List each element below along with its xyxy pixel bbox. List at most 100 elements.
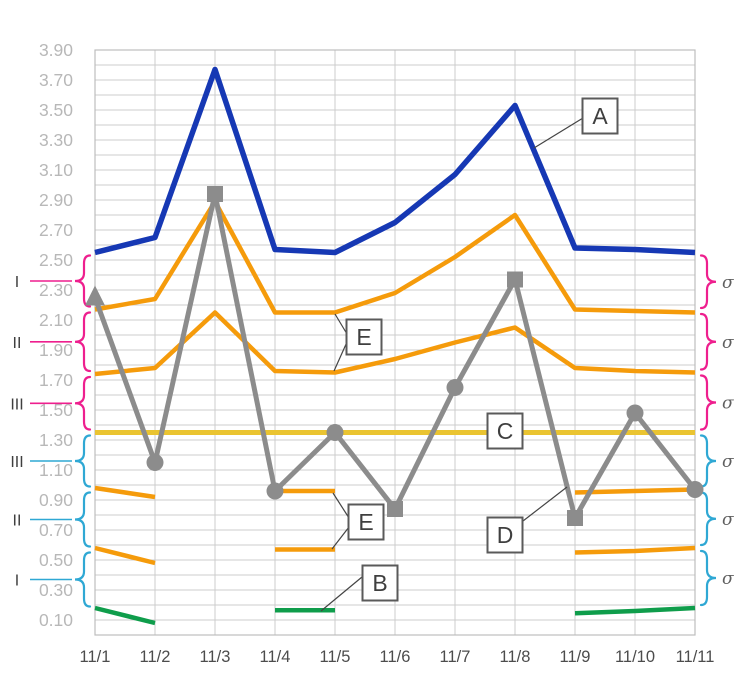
annotation-connector bbox=[333, 341, 348, 372]
y-axis-label: 2.90 bbox=[39, 190, 73, 210]
left-brace bbox=[74, 375, 92, 431]
right-brace bbox=[699, 374, 717, 431]
annotation-letter: E bbox=[356, 324, 371, 350]
sigma-label: σ bbox=[722, 510, 734, 530]
x-axis-label: 11/9 bbox=[560, 648, 591, 666]
y-axis-label: 0.70 bbox=[39, 520, 73, 540]
right-brace bbox=[699, 549, 717, 607]
y-axis-label: 3.70 bbox=[39, 70, 73, 90]
left-brace bbox=[74, 491, 92, 548]
sigma-label: σ bbox=[722, 452, 734, 472]
y-axis-label: 0.50 bbox=[39, 550, 73, 570]
zone-label: I bbox=[15, 274, 19, 291]
annotation-connector bbox=[320, 576, 363, 612]
circle-marker bbox=[326, 424, 344, 441]
series-E-upper-line bbox=[94, 199, 696, 315]
square-marker bbox=[567, 510, 583, 526]
zone-label: II bbox=[13, 513, 22, 530]
zone-label: III bbox=[10, 396, 23, 413]
series-E-low2-line bbox=[574, 545, 696, 555]
series-E-mid-line bbox=[94, 310, 696, 377]
series-E-low1-line bbox=[94, 485, 156, 500]
circle-marker bbox=[146, 454, 164, 471]
series-D-markers bbox=[85, 186, 704, 526]
annotation-box bbox=[361, 564, 399, 602]
y-axis-label: 3.30 bbox=[39, 130, 73, 150]
x-axis-label: 11/2 bbox=[140, 648, 171, 666]
y-axis-label: 1.50 bbox=[39, 400, 73, 420]
x-axis-label: 11/5 bbox=[320, 648, 351, 666]
x-axis-label: 11/6 bbox=[380, 648, 411, 666]
annotation-connector bbox=[332, 492, 350, 519]
right-brace bbox=[699, 254, 717, 310]
x-axis-label: 11/8 bbox=[500, 648, 531, 666]
annotation-box bbox=[345, 318, 383, 356]
x-axis-label: 11/1 bbox=[80, 648, 111, 666]
annotation-box bbox=[486, 516, 524, 554]
annotation-letter: C bbox=[497, 418, 514, 444]
y-axis-label: 1.10 bbox=[39, 460, 73, 480]
x-axis-labels: 11/1 11/2 11/3 11/4 11/5 11/6 11/7 11/8 11/9 11/1… bbox=[80, 648, 715, 666]
right-brace bbox=[699, 312, 717, 371]
left-brace bbox=[74, 311, 92, 373]
y-axis-label: 1.30 bbox=[39, 430, 73, 450]
y-axis-label: 0.10 bbox=[39, 610, 73, 630]
zone-label: I bbox=[15, 573, 19, 590]
series-B-line bbox=[574, 605, 696, 616]
x-axis-label: 11/4 bbox=[260, 648, 291, 666]
y-axis-label: 3.90 bbox=[39, 40, 73, 60]
right-brace bbox=[699, 491, 717, 547]
y-axis-label: 2.50 bbox=[39, 250, 73, 270]
y-axis-label: 3.10 bbox=[39, 160, 73, 180]
zone-label: III bbox=[10, 454, 23, 471]
y-axis-label: 1.90 bbox=[39, 340, 73, 360]
plot-border bbox=[94, 49, 696, 636]
right-brace bbox=[699, 434, 717, 488]
y-axis-label: 2.70 bbox=[39, 220, 73, 240]
annotation-box bbox=[347, 503, 385, 541]
annotation-box bbox=[486, 412, 524, 450]
annotation-connector bbox=[331, 526, 350, 550]
x-axis-label: 11/11 bbox=[676, 648, 715, 666]
y-axis-label: 3.50 bbox=[39, 100, 73, 120]
series-B-line bbox=[94, 605, 156, 626]
sigma-label: σ bbox=[722, 569, 734, 589]
left-brace bbox=[74, 434, 92, 488]
zone-label: II bbox=[13, 335, 22, 352]
annotation-box bbox=[581, 97, 619, 135]
x-axis-label: 11/7 bbox=[440, 648, 471, 666]
sigma-label: σ bbox=[722, 273, 734, 293]
y-axis-label: 0.90 bbox=[39, 490, 73, 510]
annotation-letter: E bbox=[358, 509, 373, 535]
annotation-connector bbox=[533, 117, 584, 149]
annotation-connector bbox=[334, 313, 348, 335]
left-brace bbox=[74, 551, 92, 608]
circle-marker bbox=[266, 482, 284, 500]
left-brace bbox=[74, 254, 92, 308]
square-marker bbox=[387, 501, 403, 517]
square-marker bbox=[207, 186, 223, 202]
x-axis-label: 11/10 bbox=[615, 648, 655, 666]
sigma-label: σ bbox=[722, 333, 734, 353]
series-A-line bbox=[94, 66, 696, 256]
triangle-up-marker bbox=[85, 285, 105, 306]
y-axis-label: 0.30 bbox=[39, 580, 73, 600]
series-E-low2-line bbox=[94, 545, 156, 566]
y-axis-label: 2.10 bbox=[39, 310, 73, 330]
y-axis-label: 2.30 bbox=[39, 280, 73, 300]
annotation-connector bbox=[522, 486, 568, 522]
annotation-letter: D bbox=[497, 522, 514, 548]
series-E-low1-line bbox=[574, 487, 696, 495]
annotation-letter: A bbox=[592, 103, 608, 129]
y-axis-label: 1.70 bbox=[39, 370, 73, 390]
circle-marker bbox=[686, 481, 704, 498]
circle-marker bbox=[626, 404, 644, 422]
annotation-letter: B bbox=[372, 570, 387, 596]
sigma-label: σ bbox=[722, 394, 734, 414]
y-axis-labels: 3.90 3.70 3.50 3.30 3.10 2.90 2.70 2.50 2.30 2.10… bbox=[39, 40, 73, 630]
circle-marker bbox=[446, 379, 464, 396]
